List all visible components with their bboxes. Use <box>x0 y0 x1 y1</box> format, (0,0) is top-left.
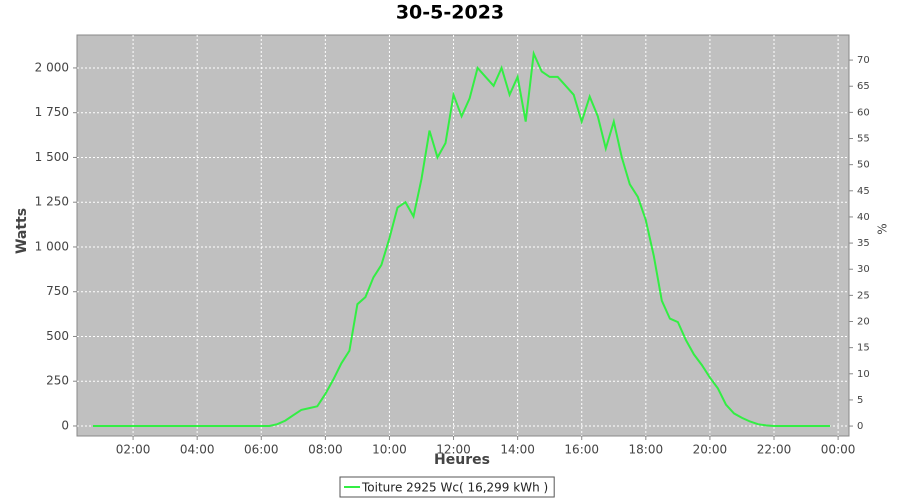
y2-tick-label: 45 <box>857 186 870 197</box>
y2-tick-label: 30 <box>857 264 870 275</box>
x-tick-label: 08:00 <box>308 443 343 457</box>
y-tick-label: 1 500 <box>35 150 69 164</box>
y2-tick-label: 20 <box>857 317 870 328</box>
y2-axis-label: % <box>876 223 890 234</box>
y2-tick-label: 0 <box>857 421 863 432</box>
y-tick-label: 750 <box>46 284 69 298</box>
y-tick-label: 1 750 <box>35 105 69 119</box>
y2-tick-label: 65 <box>857 81 870 92</box>
plot-area <box>76 34 850 437</box>
x-tick-label: 12:00 <box>436 443 471 457</box>
x-tick-label: 22:00 <box>757 443 792 457</box>
y-tick-label: 500 <box>46 329 69 343</box>
x-tick-label: 04:00 <box>180 443 215 457</box>
y2-tick-label: 25 <box>857 290 870 301</box>
y2-tick-label: 40 <box>857 212 870 223</box>
y2-tick-label: 50 <box>857 160 870 171</box>
legend-label: Toiture 2925 Wc( 16,299 kWh ) <box>361 481 548 495</box>
x-tick-label: 10:00 <box>372 443 407 457</box>
x-tick-label: 02:00 <box>116 443 151 457</box>
x-tick-label: 16:00 <box>564 443 599 457</box>
y2-tick-label: 5 <box>857 395 863 406</box>
x-tick-label: 20:00 <box>693 443 728 457</box>
x-tick-label: 06:00 <box>244 443 279 457</box>
y-axis-label: Watts <box>14 208 30 254</box>
series-line <box>93 49 831 427</box>
y2-tick-label: 10 <box>857 369 870 380</box>
y-tick-label: 1 000 <box>35 239 69 253</box>
y2-tick-label: 15 <box>857 343 870 354</box>
x-tick-label: 18:00 <box>629 443 664 457</box>
y-tick-label: 2 000 <box>35 60 69 74</box>
x-tick-label: 14:00 <box>500 443 535 457</box>
legend-box <box>339 476 555 498</box>
chart-title: 30-5-2023 <box>396 2 504 24</box>
legend: Toiture 2925 Wc( 16,299 kWh ) <box>339 476 555 498</box>
y2-tick-label: 60 <box>857 107 870 118</box>
x-axis-label: Heures <box>434 452 490 468</box>
y2-tick-label: 70 <box>857 55 870 66</box>
x-tick-label: 00:00 <box>821 443 856 457</box>
y-tick-label: 1 250 <box>35 195 69 209</box>
y2-tick-label: 35 <box>857 238 870 249</box>
y2-tick-label: 55 <box>857 134 870 145</box>
y-tick-label: 250 <box>46 374 69 388</box>
y-tick-label: 0 <box>61 418 69 432</box>
